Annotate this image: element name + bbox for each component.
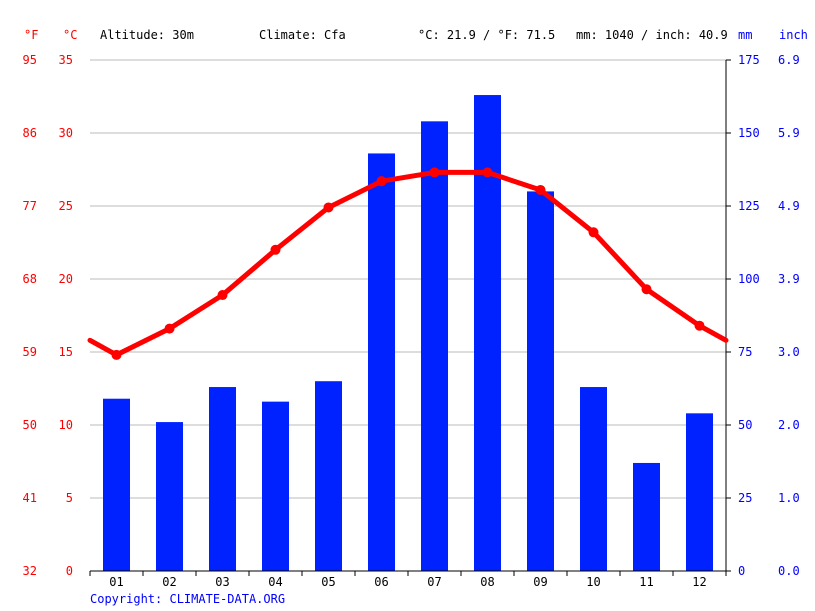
- mm-tick-label: 150: [738, 126, 760, 140]
- precipitation-bar: [103, 398, 130, 571]
- precipitation-bar: [315, 381, 342, 571]
- mm-tick-label: 0: [738, 564, 745, 578]
- fahrenheit-unit-label: °F: [24, 28, 39, 42]
- celsius-tick-label: 20: [59, 272, 73, 286]
- temperature-point: [429, 167, 440, 178]
- month-tick-label: 03: [215, 575, 229, 589]
- temperature-point: [588, 227, 599, 238]
- fahrenheit-tick-label: 77: [23, 199, 37, 213]
- month-tick-label: 05: [321, 575, 335, 589]
- inch-tick-label: 3.9: [778, 272, 800, 286]
- month-tick-label: 07: [427, 575, 441, 589]
- temperature-point: [641, 284, 652, 295]
- inch-tick-label: 5.9: [778, 126, 800, 140]
- fahrenheit-tick-label: 86: [23, 126, 37, 140]
- precipitation-bar: [527, 191, 554, 571]
- inch-tick-label: 4.9: [778, 199, 800, 213]
- temperature-point: [376, 176, 387, 187]
- temperature-point: [323, 202, 334, 213]
- month-tick-label: 10: [586, 575, 600, 589]
- precipitation-bar: [580, 387, 607, 571]
- temperature-point: [482, 167, 493, 178]
- celsius-tick-label: 10: [59, 418, 73, 432]
- temperature-point: [111, 349, 122, 360]
- precipitation-bar: [209, 387, 236, 571]
- temperature-point: [164, 323, 175, 334]
- mm-tick-label: 175: [738, 53, 760, 67]
- temperature-point: [217, 290, 228, 301]
- month-tick-label: 02: [162, 575, 176, 589]
- mm-tick-label: 50: [738, 418, 752, 432]
- inch-tick-label: 0.0: [778, 564, 800, 578]
- celsius-tick-label: 30: [59, 126, 73, 140]
- precipitation-bar: [368, 153, 395, 571]
- celsius-tick-label: 35: [59, 53, 73, 67]
- temperature-point: [270, 244, 281, 255]
- precipitation-total-label: mm: 1040 / inch: 40.9: [576, 28, 728, 42]
- precipitation-bar: [686, 413, 713, 571]
- altitude-label: Altitude: 30m: [100, 28, 194, 42]
- inch-tick-label: 1.0: [778, 491, 800, 505]
- inch-tick-label: 2.0: [778, 418, 800, 432]
- precipitation-bar: [633, 462, 660, 571]
- inch-unit-label: inch: [779, 28, 808, 42]
- temperature-average-label: °C: 21.9 / °F: 71.5: [418, 28, 556, 42]
- fahrenheit-tick-label: 68: [23, 272, 37, 286]
- mm-tick-label: 75: [738, 345, 752, 359]
- celsius-tick-label: 5: [66, 491, 73, 505]
- celsius-unit-label: °C: [63, 28, 78, 42]
- mm-unit-label: mm: [738, 28, 753, 42]
- month-tick-label: 08: [480, 575, 494, 589]
- precipitation-bar: [474, 95, 501, 571]
- inch-tick-label: 3.0: [778, 345, 800, 359]
- month-tick-label: 11: [639, 575, 653, 589]
- copyright-label: Copyright: CLIMATE-DATA.ORG: [90, 592, 286, 606]
- celsius-tick-label: 15: [59, 345, 73, 359]
- month-tick-label: 04: [268, 575, 282, 589]
- month-tick-label: 01: [109, 575, 123, 589]
- fahrenheit-tick-label: 95: [23, 53, 37, 67]
- fahrenheit-tick-label: 50: [23, 418, 37, 432]
- fahrenheit-tick-label: 32: [23, 564, 37, 578]
- month-tick-label: 09: [533, 575, 547, 589]
- month-tick-label: 12: [692, 575, 706, 589]
- temperature-point: [694, 320, 705, 331]
- mm-tick-label: 25: [738, 491, 752, 505]
- inch-tick-label: 6.9: [778, 53, 800, 67]
- mm-tick-label: 100: [738, 272, 760, 286]
- month-tick-label: 06: [374, 575, 388, 589]
- temperature-point: [535, 184, 546, 195]
- precipitation-bar: [421, 121, 448, 571]
- fahrenheit-tick-label: 41: [23, 491, 37, 505]
- celsius-tick-label: 0: [66, 564, 73, 578]
- climate-label: Climate: Cfa: [259, 28, 346, 42]
- celsius-tick-label: 25: [59, 199, 73, 213]
- fahrenheit-tick-label: 59: [23, 345, 37, 359]
- precipitation-bar: [156, 422, 183, 571]
- precipitation-bar: [262, 401, 289, 571]
- mm-tick-label: 125: [738, 199, 760, 213]
- temperature-line: [87, 169, 729, 358]
